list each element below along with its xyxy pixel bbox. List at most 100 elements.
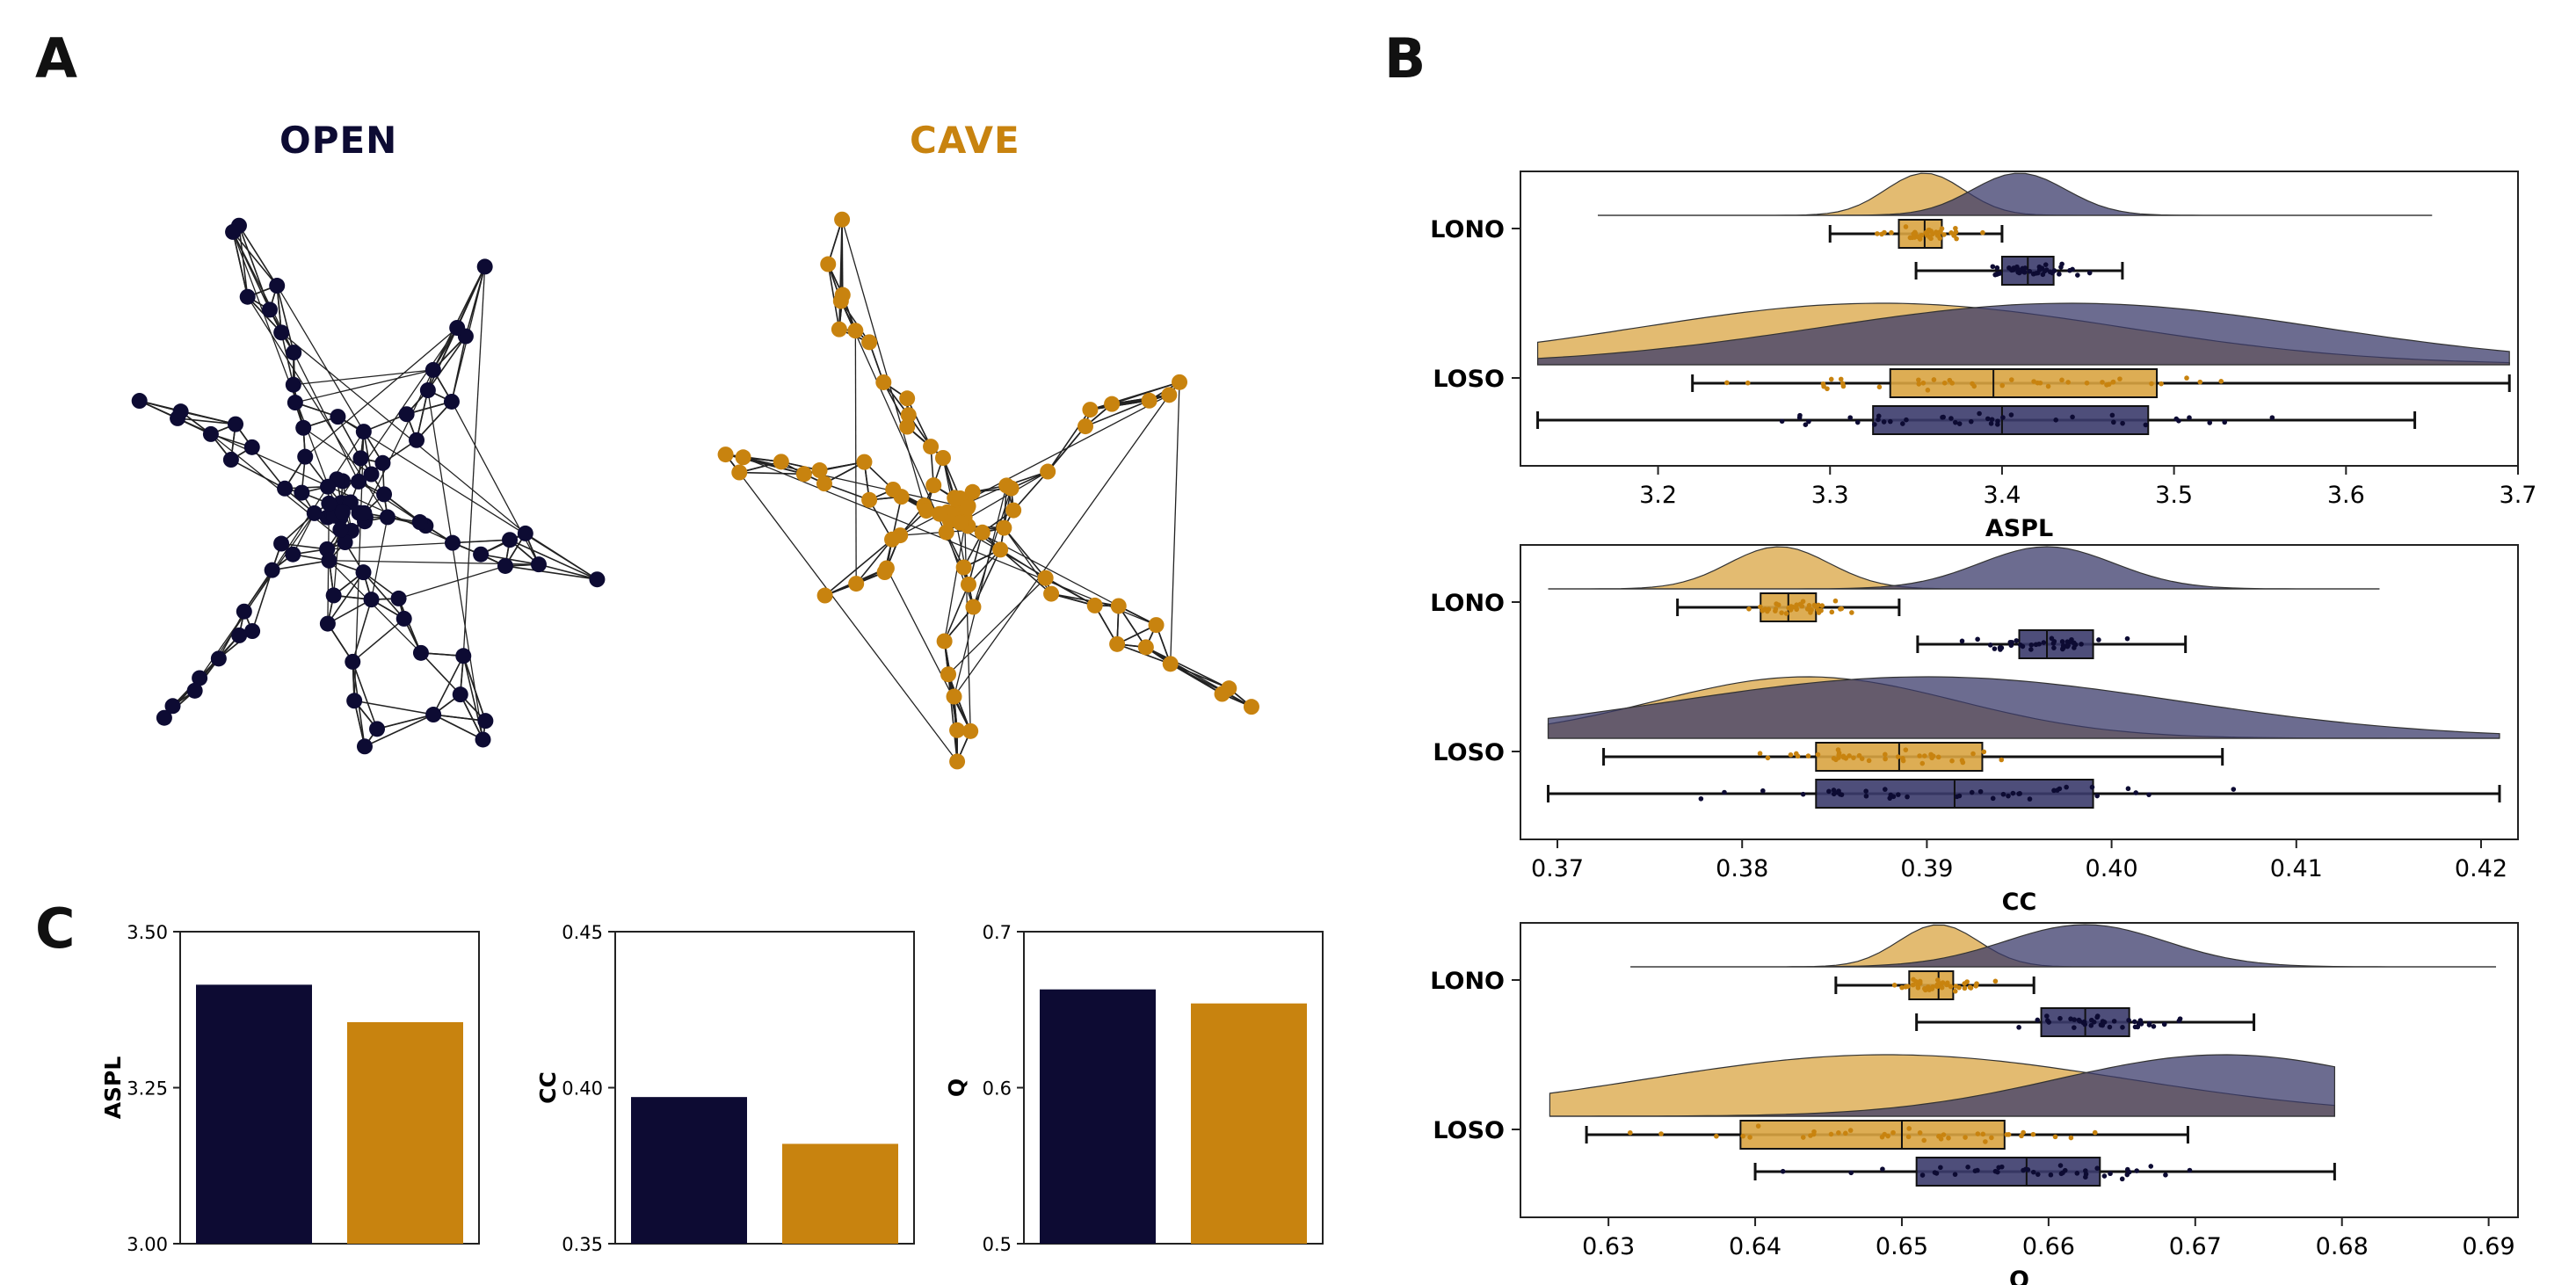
data-point (2074, 1171, 2080, 1176)
network-edge (725, 454, 781, 463)
network-edge (725, 454, 958, 762)
data-point (2146, 792, 2152, 797)
network-node (1104, 396, 1121, 412)
data-point (1963, 1135, 1968, 1140)
y-tick-label: LONO (1430, 590, 1505, 617)
network-node (424, 361, 441, 378)
data-point (1936, 229, 1942, 236)
data-point (2133, 790, 2139, 795)
data-point (1899, 984, 1905, 991)
data-point (1910, 982, 1916, 988)
open-network-graph (131, 217, 606, 755)
data-point (1919, 760, 1926, 766)
data-point (2006, 1132, 2012, 1137)
network-edge (238, 225, 249, 297)
data-point (1746, 606, 1752, 612)
network-node (398, 406, 415, 423)
x-tick-label: 3.7 (2500, 482, 2537, 509)
network-node (1037, 570, 1054, 586)
plot-frame (1520, 171, 2519, 467)
network-node (964, 483, 981, 500)
data-point (2006, 793, 2011, 799)
network-node (449, 319, 466, 336)
network-node (856, 454, 873, 470)
data-point (1940, 980, 1946, 985)
data-point (1765, 755, 1771, 761)
raincloud-q: 0.63 0.64 0.65 0.66 0.67 0.68 0.69 Q LONO LOSO (1430, 922, 2519, 1285)
network-node (934, 449, 951, 466)
data-point (2082, 1021, 2088, 1027)
data-point (1989, 417, 1995, 423)
data-point (1722, 789, 1727, 795)
data-point (1888, 792, 1894, 798)
data-point (1628, 1129, 1633, 1136)
data-point (1825, 386, 1830, 392)
network-node (1005, 502, 1022, 519)
data-point (1912, 229, 1918, 236)
network-node (363, 592, 380, 608)
data-point (1835, 747, 1841, 752)
data-point (2072, 645, 2077, 650)
data-point (2009, 267, 2014, 273)
data-point (1948, 416, 1954, 421)
data-point (1765, 608, 1770, 614)
data-point (2151, 1024, 2157, 1029)
data-point (2035, 380, 2041, 386)
data-point (1935, 754, 1941, 760)
y-tick-label: 0.45 (562, 922, 603, 943)
data-point (2035, 1017, 2041, 1023)
network-node (390, 590, 407, 606)
network-edge (427, 336, 467, 391)
data-point (1890, 1129, 1896, 1136)
network-node (321, 495, 337, 512)
network-edge (232, 231, 249, 297)
network-node (425, 707, 442, 723)
data-point (1977, 788, 1984, 795)
data-point (1977, 410, 1982, 417)
network-edge (327, 599, 372, 625)
network-node (974, 524, 990, 541)
data-point (1941, 380, 1948, 386)
data-point (1905, 794, 1910, 800)
data-point (2043, 262, 2049, 267)
data-point (1931, 377, 1937, 382)
network-edge (370, 517, 388, 600)
network-node (885, 481, 902, 497)
y-axis-label: ASPL (100, 1056, 126, 1120)
data-point (1922, 753, 1927, 759)
data-point (1900, 758, 1906, 764)
network-node (497, 557, 513, 574)
network-edge (1003, 527, 1047, 579)
x-tick-label: 0.41 (2270, 855, 2323, 882)
data-point (1903, 224, 1909, 229)
network-node (409, 432, 425, 448)
data-point (2059, 261, 2064, 267)
network-node (355, 564, 372, 581)
x-tick-label: 3.4 (1983, 482, 2021, 509)
network-node (306, 505, 323, 521)
network-node (261, 301, 278, 318)
network-node (816, 587, 833, 604)
network-node (395, 610, 412, 627)
density-cloud (1536, 302, 2510, 366)
data-point (2231, 787, 2237, 792)
network-node (940, 666, 957, 683)
cave-network-graph (717, 211, 1259, 770)
data-point (1975, 1131, 1981, 1136)
data-point (1948, 984, 1954, 990)
data-point (1968, 985, 1974, 991)
data-point (1896, 792, 1901, 797)
y-tick-label: 3.25 (127, 1078, 168, 1100)
bar-open (1040, 989, 1156, 1244)
data-point (1880, 1166, 1885, 1172)
data-point (2101, 1173, 2108, 1179)
data-point (1883, 751, 1888, 758)
data-point (2119, 1176, 2125, 1182)
data-point (1779, 418, 1785, 425)
data-point (1917, 978, 1923, 984)
network-edge (362, 571, 405, 620)
network-node (1141, 392, 1157, 409)
network-edge (947, 673, 971, 732)
network-node (848, 576, 865, 592)
data-point (1866, 758, 1872, 764)
